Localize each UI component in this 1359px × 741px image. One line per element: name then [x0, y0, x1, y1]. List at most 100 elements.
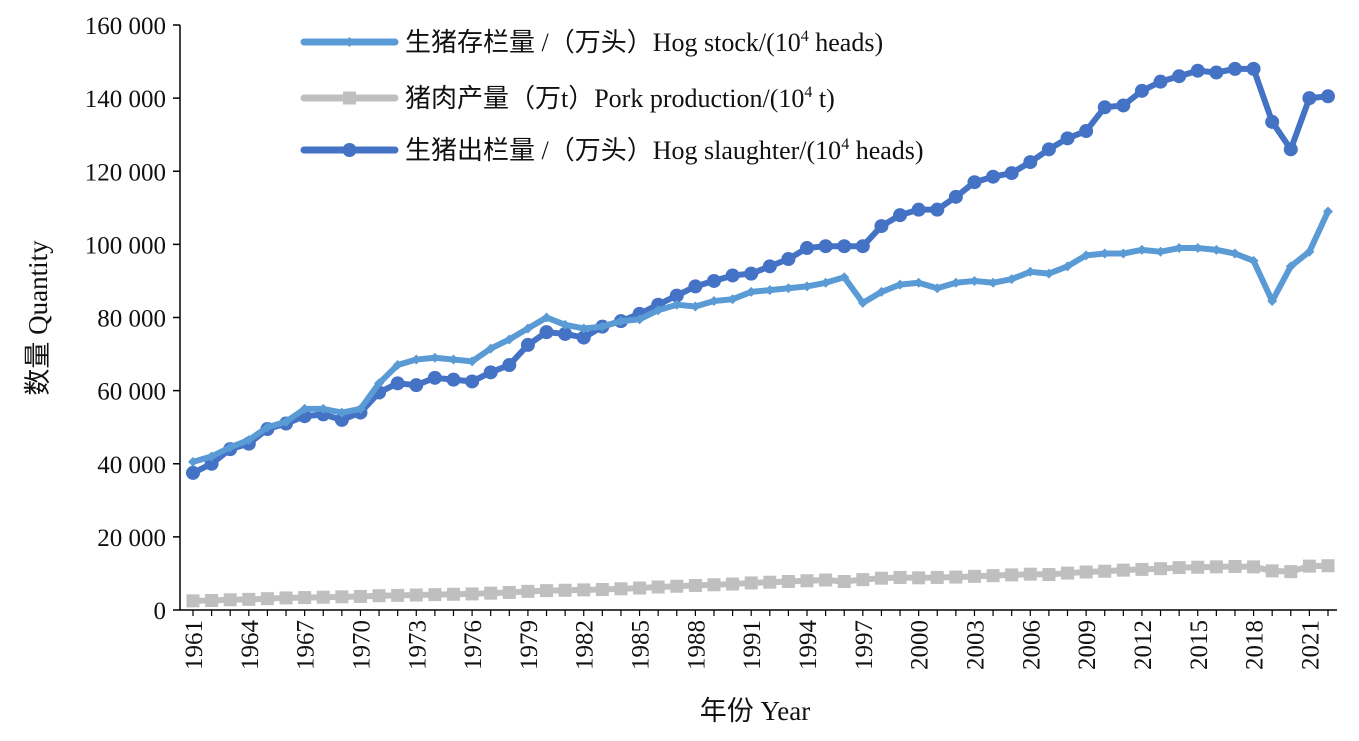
data-point-pork-production — [893, 570, 907, 584]
data-point-pork-production — [1023, 567, 1037, 581]
data-point-hog-slaughter — [893, 208, 908, 223]
data-point-hog-stock — [392, 360, 403, 371]
data-point-pork-production — [409, 588, 423, 602]
data-point-hog-stock — [783, 283, 794, 294]
data-point-hog-stock — [634, 314, 645, 325]
data-point-pork-production — [781, 574, 795, 588]
data-point-pork-production — [763, 575, 777, 589]
data-point-hog-stock — [1285, 261, 1296, 272]
x-tick-label: 1985 — [628, 620, 655, 670]
x-tick-label: 1982 — [572, 620, 599, 670]
data-point-hog-slaughter — [446, 372, 461, 387]
data-point-pork-production — [986, 569, 1000, 583]
data-point-hog-stock — [1081, 250, 1092, 261]
data-point-hog-slaughter — [688, 279, 703, 294]
legend-swatch-marker — [344, 37, 355, 47]
data-point-hog-stock — [727, 294, 738, 305]
data-point-hog-slaughter — [706, 273, 721, 288]
data-point-hog-stock — [243, 434, 254, 445]
data-point-pork-production — [577, 583, 591, 597]
data-point-hog-stock — [1006, 274, 1017, 285]
data-point-pork-production — [670, 579, 684, 593]
data-point-pork-production — [819, 573, 833, 587]
data-point-hog-stock — [969, 275, 980, 286]
data-point-pork-production — [521, 584, 535, 598]
x-tick-label: 2015 — [1186, 620, 1213, 670]
data-point-pork-production — [223, 593, 237, 607]
x-tick-label: 1976 — [460, 620, 487, 670]
data-point-hog-slaughter — [930, 202, 945, 217]
legend-label: 生猪存栏量 /（万头）Hog stock/(104 heads) — [405, 28, 883, 57]
y-tick-label: 60 000 — [97, 379, 166, 406]
data-point-hog-slaughter — [781, 252, 796, 266]
data-point-hog-slaughter — [1172, 69, 1187, 84]
y-tick-label: 160 000 — [85, 13, 166, 40]
data-point-pork-production — [967, 569, 981, 583]
data-point-pork-production — [800, 574, 814, 588]
data-point-hog-stock — [1248, 255, 1259, 266]
x-tick-label: 1964 — [237, 620, 264, 671]
data-point-hog-slaughter — [1097, 100, 1112, 115]
data-point-pork-production — [484, 586, 498, 600]
series-line-hog-stock — [190, 208, 1331, 465]
x-tick-label: 1997 — [851, 620, 878, 670]
data-point-hog-slaughter — [1265, 114, 1280, 129]
data-point-pork-production — [1321, 559, 1335, 573]
data-point-pork-production — [186, 594, 200, 608]
x-tick-label: 2000 — [907, 620, 934, 670]
data-point-hog-stock — [820, 277, 831, 288]
x-ticks: 1961 1964 1967 1970 1973 1976 1979 1982 1985 1988… — [181, 610, 1329, 671]
data-point-hog-stock — [1323, 206, 1333, 217]
data-point-hog-stock — [318, 403, 329, 414]
x-tick-label: 1967 — [293, 620, 320, 670]
series-hog-slaughter — [186, 61, 1335, 480]
data-point-hog-stock — [597, 321, 608, 332]
data-point-pork-production — [726, 577, 740, 591]
data-point-hog-stock — [429, 352, 440, 363]
data-point-hog-slaughter — [427, 370, 442, 385]
y-tick-label: 20 000 — [97, 525, 166, 552]
y-tick-label: 140 000 — [85, 86, 166, 113]
data-point-hog-slaughter — [1079, 124, 1094, 139]
data-point-hog-stock — [1174, 243, 1185, 254]
data-point-hog-slaughter — [1004, 166, 1019, 181]
data-point-hog-stock — [206, 451, 217, 462]
data-point-pork-production — [1302, 559, 1316, 573]
series-hog-stock — [188, 206, 1333, 467]
x-axis-title: 年份 Year — [700, 696, 811, 726]
data-point-hog-slaughter — [1321, 89, 1335, 104]
data-point-pork-production — [651, 580, 665, 594]
data-point-hog-stock — [1211, 244, 1222, 255]
data-point-hog-stock — [281, 416, 292, 427]
x-tick-label: 2009 — [1074, 620, 1101, 670]
x-tick-label: 2012 — [1130, 620, 1157, 670]
data-point-pork-production — [1209, 560, 1223, 574]
data-point-hog-stock — [355, 403, 366, 414]
data-point-pork-production — [1005, 568, 1019, 582]
data-point-hog-slaughter — [390, 376, 405, 391]
data-point-pork-production — [1191, 560, 1205, 574]
data-point-hog-stock — [1192, 243, 1203, 254]
data-point-pork-production — [707, 578, 721, 592]
data-point-hog-stock — [671, 299, 682, 310]
data-point-pork-production — [540, 584, 554, 598]
data-point-hog-slaughter — [186, 465, 200, 480]
data-point-pork-production — [335, 590, 349, 604]
data-point-pork-production — [1247, 560, 1261, 574]
x-tick-label: 1973 — [404, 620, 431, 670]
series-pork-production — [186, 559, 1335, 608]
data-point-pork-production — [595, 583, 609, 597]
data-point-hog-stock — [262, 422, 273, 433]
data-point-hog-slaughter — [948, 189, 963, 204]
data-point-pork-production — [428, 588, 442, 602]
data-point-hog-stock — [225, 442, 236, 453]
data-point-hog-stock — [448, 354, 459, 365]
data-point-pork-production — [316, 590, 330, 604]
x-tick-label: 1994 — [795, 620, 822, 671]
data-point-hog-stock — [746, 286, 757, 297]
data-point-pork-production — [856, 573, 870, 587]
data-point-pork-production — [1061, 566, 1075, 580]
data-point-hog-stock — [764, 285, 775, 296]
